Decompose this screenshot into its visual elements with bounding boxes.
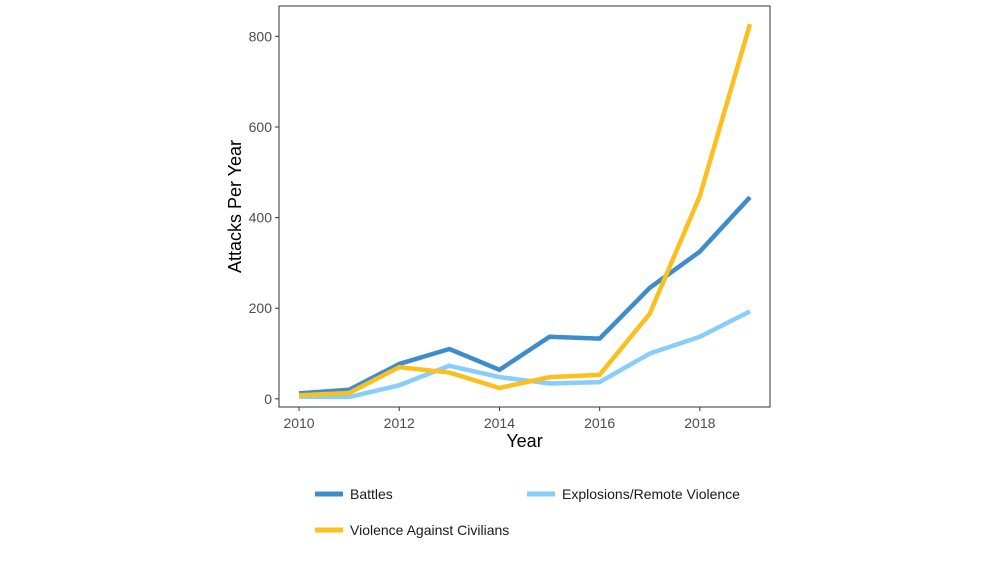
- y-tick-label: 0: [264, 391, 272, 407]
- y-tick-label: 600: [249, 119, 273, 135]
- y-axis-title: Attacks Per Year: [225, 140, 245, 273]
- x-tick-label: 2010: [283, 415, 314, 431]
- x-tick-label: 2018: [684, 415, 715, 431]
- legend-label-violence-against-civilians: Violence Against Civilians: [350, 522, 509, 538]
- y-tick-label: 200: [249, 300, 273, 316]
- y-tick-label: 800: [249, 28, 273, 44]
- chart-background: [216, 0, 782, 563]
- y-tick-label: 400: [249, 210, 273, 226]
- x-tick-label: 2016: [584, 415, 615, 431]
- x-axis-title: Year: [506, 431, 542, 451]
- x-tick-label: 2012: [384, 415, 415, 431]
- legend-label-explosions: Explosions/Remote Violence: [562, 486, 740, 502]
- x-tick-label: 2014: [484, 415, 515, 431]
- legend-label-battles: Battles: [350, 486, 393, 502]
